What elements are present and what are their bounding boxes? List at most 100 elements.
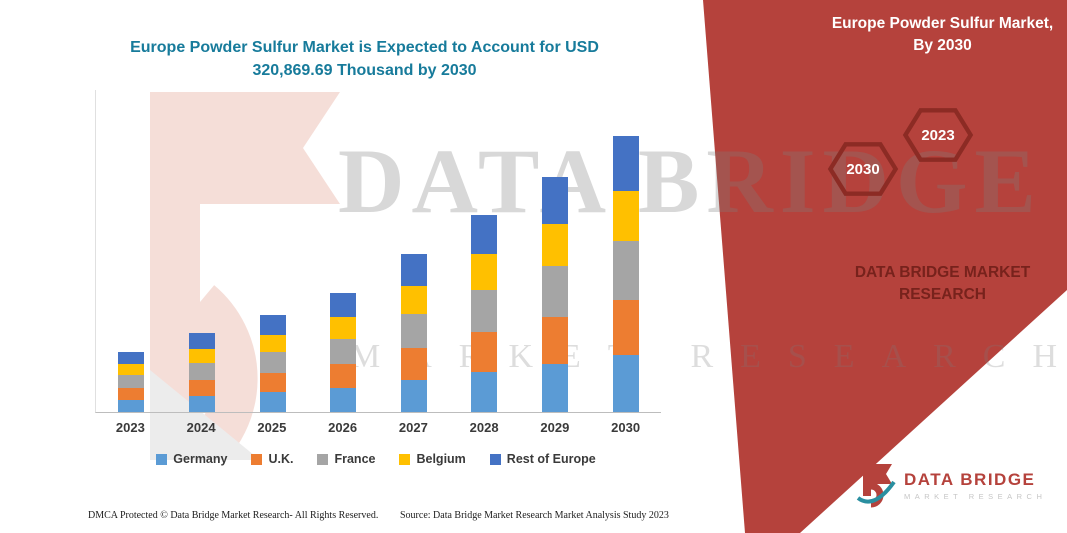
segment-u-k-2026 <box>330 364 357 388</box>
segment-rest-of-europe-2024 <box>188 333 215 349</box>
legend-label-france: France <box>334 452 376 466</box>
dbmr-logo-icon <box>856 464 896 508</box>
stacked-bar-2030 <box>612 135 639 412</box>
legend-swatch-france <box>317 453 329 465</box>
x-axis-labels: 2023 2024 2025 2026 2027 2028 2029 2030 <box>95 420 661 435</box>
legend-item-germany: Germany <box>156 452 227 466</box>
segment-france-2028 <box>471 289 498 332</box>
legend-label-belgium: Belgium <box>416 452 466 466</box>
legend-label-germany: Germany <box>173 452 228 466</box>
segment-belgium-2025 <box>259 334 286 353</box>
legend-item-belgium: Belgium <box>399 452 466 466</box>
hexagon-badge-2023: 2023 <box>901 106 975 164</box>
segment-france-2026 <box>330 338 357 365</box>
segment-germany-2025 <box>259 392 286 412</box>
segment-u-k-2024 <box>188 380 215 396</box>
segment-rest-of-europe-2030 <box>612 135 639 191</box>
segment-france-2030 <box>612 240 639 301</box>
segment-france-2025 <box>259 352 286 373</box>
brand-text: DATA BRIDGE MARKET RESEARCH <box>854 264 1031 304</box>
watermark-dbmr-logo-icon <box>150 92 340 460</box>
segment-rest-of-europe-2027 <box>400 254 427 286</box>
segment-france-2027 <box>400 314 427 349</box>
segment-u-k-2027 <box>400 348 427 380</box>
segment-germany-2030 <box>612 355 639 412</box>
source-text: Source: Data Bridge Market Research Mark… <box>400 510 669 521</box>
chart-title-line1: Europe Powder Sulfur Market is Expected … <box>130 39 599 56</box>
bar-column-2026 <box>308 90 379 412</box>
x-tick-label-2026: 2026 <box>328 420 358 435</box>
x-tick-label-2030: 2030 <box>611 420 641 435</box>
segment-u-k-2028 <box>471 332 498 372</box>
segment-u-k-2023 <box>118 387 145 400</box>
dbmr-logo-text: DATA BRIDGE MARKET RESEARCH <box>904 470 1046 501</box>
legend-label-rest-of-europe: Rest of Europe <box>506 452 596 466</box>
segment-germany-2028 <box>471 371 498 412</box>
plot-area <box>95 90 661 413</box>
panel-title: Europe Powder Sulfur Market, By 2030 <box>831 15 1054 55</box>
segment-belgium-2030 <box>612 190 639 241</box>
bar-column-2030 <box>590 90 661 412</box>
stacked-bar-2024 <box>188 333 215 412</box>
segment-belgium-2027 <box>400 285 427 315</box>
segment-france-2023 <box>118 374 145 388</box>
segment-germany-2023 <box>118 399 145 412</box>
dbmr-logo-tagline: MARKET RESEARCH <box>904 491 1047 501</box>
segment-u-k-2030 <box>612 300 639 356</box>
legend-swatch-germany <box>156 453 168 465</box>
segment-germany-2027 <box>400 379 427 412</box>
x-tick-label-2028: 2028 <box>469 420 499 435</box>
segment-france-2029 <box>542 266 569 317</box>
segment-belgium-2023 <box>118 364 145 375</box>
dmca-text: DMCA Protected © Data Bridge Market Rese… <box>88 510 379 521</box>
segment-germany-2029 <box>542 363 569 412</box>
legend-item-rest-of-europe: Rest of Europe <box>489 452 596 466</box>
segment-belgium-2026 <box>330 317 357 339</box>
hexagon-badge-2030: 2030 <box>826 140 900 198</box>
hexagon-outline-icon <box>902 108 974 162</box>
legend-item-france: France <box>317 452 375 466</box>
legend-item-u-k: U.K. <box>251 452 293 466</box>
segment-rest-of-europe-2028 <box>471 214 498 254</box>
segment-rest-of-europe-2025 <box>259 315 286 335</box>
bar-column-2024 <box>167 90 238 412</box>
watermark-text-market-research: MARKET RESEARCH <box>350 338 1067 375</box>
segment-u-k-2025 <box>259 372 286 393</box>
stacked-bar-2028 <box>471 214 498 412</box>
segment-france-2024 <box>188 363 215 381</box>
bar-column-2028 <box>449 90 520 412</box>
legend-swatch-belgium <box>399 453 411 465</box>
x-tick-label-2029: 2029 <box>540 420 570 435</box>
stacked-bar-2027 <box>400 254 427 412</box>
dbmr-footer-logo: DATA BRIDGE MARKET RESEARCH <box>856 462 1046 508</box>
hexagon-2023-label: 2023 <box>921 126 955 144</box>
segment-belgium-2024 <box>188 348 215 364</box>
hexagon-2030-label: 2030 <box>846 160 880 178</box>
chart-title-line2: 320,869.69 Thousand by 2030 <box>252 62 477 80</box>
segment-germany-2026 <box>330 387 357 412</box>
segment-belgium-2028 <box>471 254 498 290</box>
stacked-bar-2026 <box>330 293 357 412</box>
segment-u-k-2029 <box>542 316 569 364</box>
bar-column-2023 <box>96 90 167 412</box>
chart-title: Europe Powder Sulfur Market is Expected … <box>112 36 617 82</box>
x-tick-label-2023: 2023 <box>115 420 145 435</box>
legend-label-u-k: U.K. <box>268 452 294 466</box>
bar-column-2025 <box>237 90 308 412</box>
dbmr-logo-name: DATA BRIDGE <box>904 469 1036 489</box>
segment-rest-of-europe-2029 <box>542 176 569 224</box>
bar-column-2027 <box>379 90 450 412</box>
stacked-bar-2025 <box>259 315 286 412</box>
legend-swatch-u-k <box>251 453 263 465</box>
segment-rest-of-europe-2023 <box>118 352 145 365</box>
bar-column-2029 <box>520 90 591 412</box>
segment-germany-2024 <box>188 395 215 412</box>
x-tick-label-2025: 2025 <box>257 420 287 435</box>
watermark-text-data-bridge: DATA BRIDGE <box>338 130 1043 232</box>
stacked-bar-2029 <box>542 176 569 412</box>
x-tick-label-2024: 2024 <box>186 420 216 435</box>
segment-belgium-2029 <box>542 223 569 267</box>
segment-rest-of-europe-2026 <box>330 293 357 318</box>
x-tick-label-2027: 2027 <box>398 420 428 435</box>
